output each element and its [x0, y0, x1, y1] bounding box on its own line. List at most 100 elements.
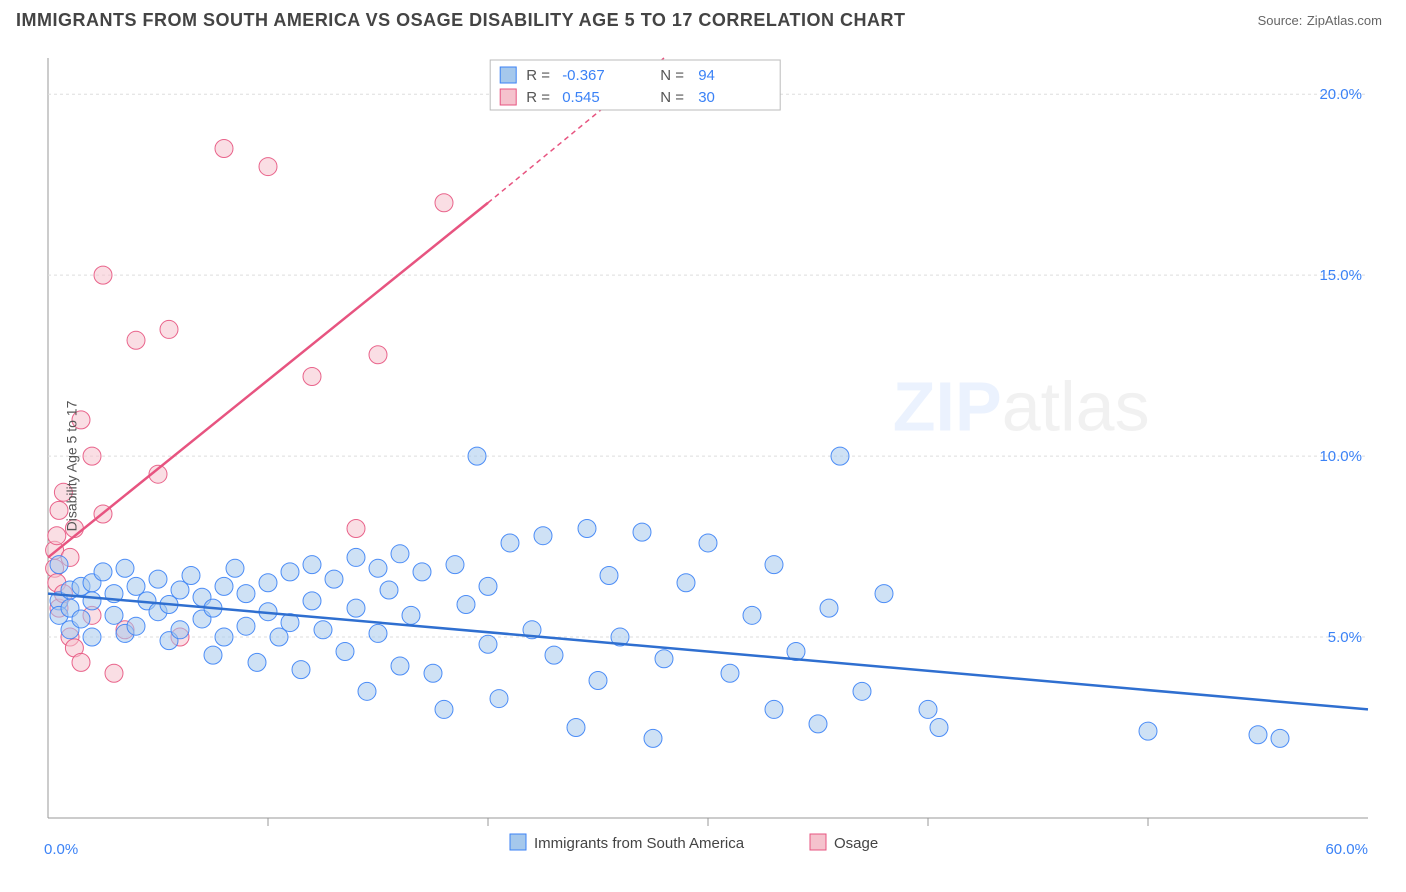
data-point [479, 635, 497, 653]
trend-line-blue [48, 594, 1368, 710]
data-point [336, 643, 354, 661]
svg-text:60.0%: 60.0% [1325, 841, 1368, 858]
data-point [259, 158, 277, 176]
svg-text:5.0%: 5.0% [1328, 629, 1362, 646]
data-point [72, 653, 90, 671]
data-point [457, 595, 475, 613]
data-point [534, 527, 552, 545]
data-point [347, 599, 365, 617]
data-point [50, 556, 68, 574]
data-point [644, 729, 662, 747]
data-point [809, 715, 827, 733]
data-point [105, 664, 123, 682]
data-point [292, 661, 310, 679]
data-point [303, 367, 321, 385]
data-point [875, 585, 893, 603]
data-point [237, 585, 255, 603]
data-point [215, 577, 233, 595]
data-point [413, 563, 431, 581]
data-point [226, 559, 244, 577]
data-point [765, 556, 783, 574]
data-point [160, 320, 178, 338]
data-point [83, 592, 101, 610]
svg-text:Immigrants from South America: Immigrants from South America [534, 835, 745, 852]
data-point [1249, 726, 1267, 744]
data-point [435, 194, 453, 212]
data-point [446, 556, 464, 574]
data-point [501, 534, 519, 552]
data-point [1271, 729, 1289, 747]
watermark: ZIPatlas [893, 367, 1150, 445]
data-point [930, 719, 948, 737]
data-point [204, 646, 222, 664]
svg-text:N =: N = [660, 67, 684, 84]
data-point [633, 523, 651, 541]
data-point [105, 606, 123, 624]
data-point [699, 534, 717, 552]
data-point [391, 657, 409, 675]
data-point [171, 621, 189, 639]
svg-text:10.0%: 10.0% [1319, 448, 1362, 465]
data-point [479, 577, 497, 595]
data-point [380, 581, 398, 599]
data-point [743, 606, 761, 624]
legend-stats: R = -0.367 N = 94 R = 0.545 N = 30 [490, 60, 780, 110]
correlation-scatter-chart: 5.0% 10.0% 15.0% 20.0% 0.0% 60.0% ZIPatlas R =-… [0, 40, 1406, 892]
data-point [589, 671, 607, 689]
data-point [83, 628, 101, 646]
data-point [369, 559, 387, 577]
svg-text:R =: R = [526, 67, 550, 84]
data-point [215, 628, 233, 646]
svg-text:20.0%: 20.0% [1319, 86, 1362, 103]
data-point [369, 624, 387, 642]
data-point [721, 664, 739, 682]
data-point [567, 719, 585, 737]
chart-title: IMMIGRANTS FROM SOUTH AMERICA VS OSAGE D… [16, 10, 906, 31]
data-point [831, 447, 849, 465]
data-point [215, 139, 233, 157]
data-point [435, 700, 453, 718]
data-point [391, 545, 409, 563]
svg-text:15.0%: 15.0% [1319, 267, 1362, 284]
data-point [677, 574, 695, 592]
svg-text:-0.367: -0.367 [562, 67, 605, 84]
data-point [303, 592, 321, 610]
data-point [347, 519, 365, 537]
data-point [94, 266, 112, 284]
svg-text:30: 30 [698, 89, 715, 106]
data-point [1139, 722, 1157, 740]
data-point [468, 447, 486, 465]
svg-text:Osage: Osage [834, 835, 878, 852]
data-point [578, 519, 596, 537]
data-point [820, 599, 838, 617]
data-point [347, 548, 365, 566]
data-point [325, 570, 343, 588]
data-point [149, 570, 167, 588]
data-point [248, 653, 266, 671]
data-point [94, 563, 112, 581]
svg-text:94: 94 [698, 67, 715, 84]
data-point [127, 331, 145, 349]
y-axis-label: Disability Age 5 to 17 [63, 401, 79, 532]
svg-text:0.0%: 0.0% [44, 841, 78, 858]
svg-text:R =: R = [526, 89, 550, 106]
data-point [490, 690, 508, 708]
data-point [600, 567, 618, 585]
data-point [116, 559, 134, 577]
data-point [424, 664, 442, 682]
data-point [545, 646, 563, 664]
data-point [83, 447, 101, 465]
data-point [402, 606, 420, 624]
data-point [369, 346, 387, 364]
data-point [72, 610, 90, 628]
data-point [765, 700, 783, 718]
data-point [853, 682, 871, 700]
data-point [314, 621, 332, 639]
data-point [358, 682, 376, 700]
data-point [919, 700, 937, 718]
data-point [127, 617, 145, 635]
data-point [182, 567, 200, 585]
svg-text:N =: N = [660, 89, 684, 106]
svg-text:0.545: 0.545 [562, 89, 600, 106]
data-point [655, 650, 673, 668]
